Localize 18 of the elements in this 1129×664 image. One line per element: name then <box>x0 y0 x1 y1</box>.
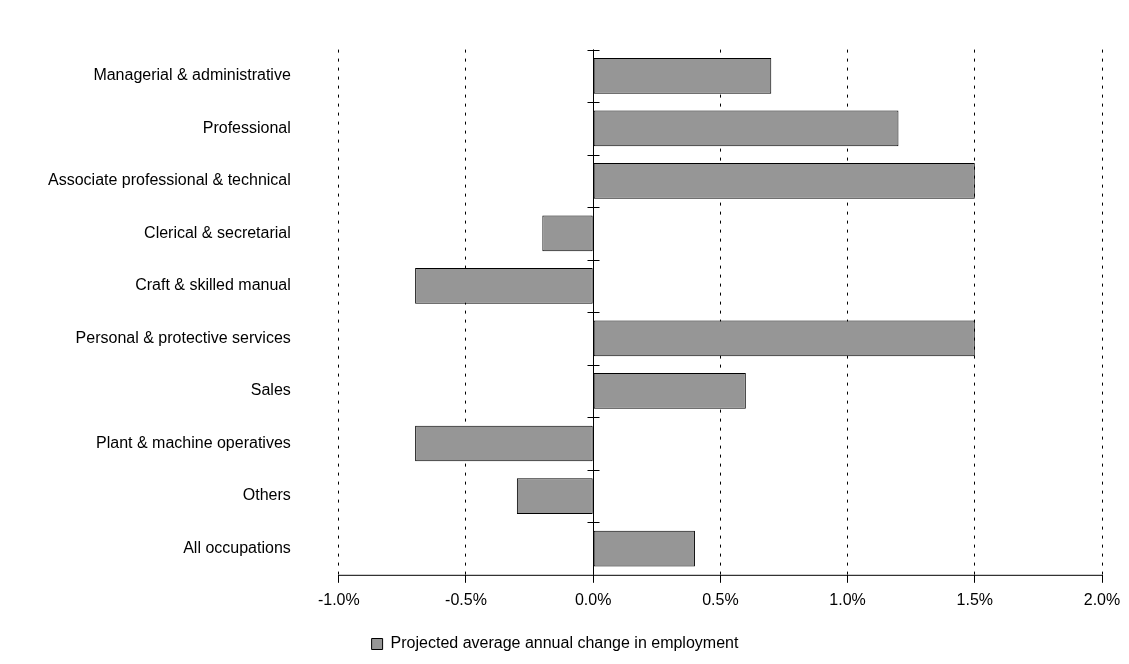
y-tick-label: Plant & machine operatives <box>96 433 291 451</box>
y-tick-label: Sales <box>250 381 291 399</box>
legend-label: Projected average annual change in employment <box>390 634 739 652</box>
x-tick-label: 1.5% <box>956 590 994 608</box>
x-tick-label: -1.0% <box>317 590 360 608</box>
y-tick-label: All occupations <box>183 538 291 556</box>
y-tick-label: Others <box>242 486 291 504</box>
x-tick-label: -0.5% <box>445 590 487 608</box>
y-tick-label: Associate professional & technical <box>48 171 291 189</box>
y-tick-label: Clerical & secretarial <box>144 223 291 241</box>
x-tick-label: 1.0% <box>829 590 866 608</box>
x-tick-label: 0.5% <box>702 590 739 608</box>
x-tick-label: 2.0% <box>1083 590 1121 608</box>
y-tick-label: Personal & protective services <box>75 328 291 346</box>
y-tick-label: Craft & skilled manual <box>135 276 291 294</box>
y-tick-label: Professional <box>202 118 291 136</box>
y-tick-label: Managerial & administrative <box>93 66 291 84</box>
x-tick-label: 0.0% <box>574 590 612 608</box>
